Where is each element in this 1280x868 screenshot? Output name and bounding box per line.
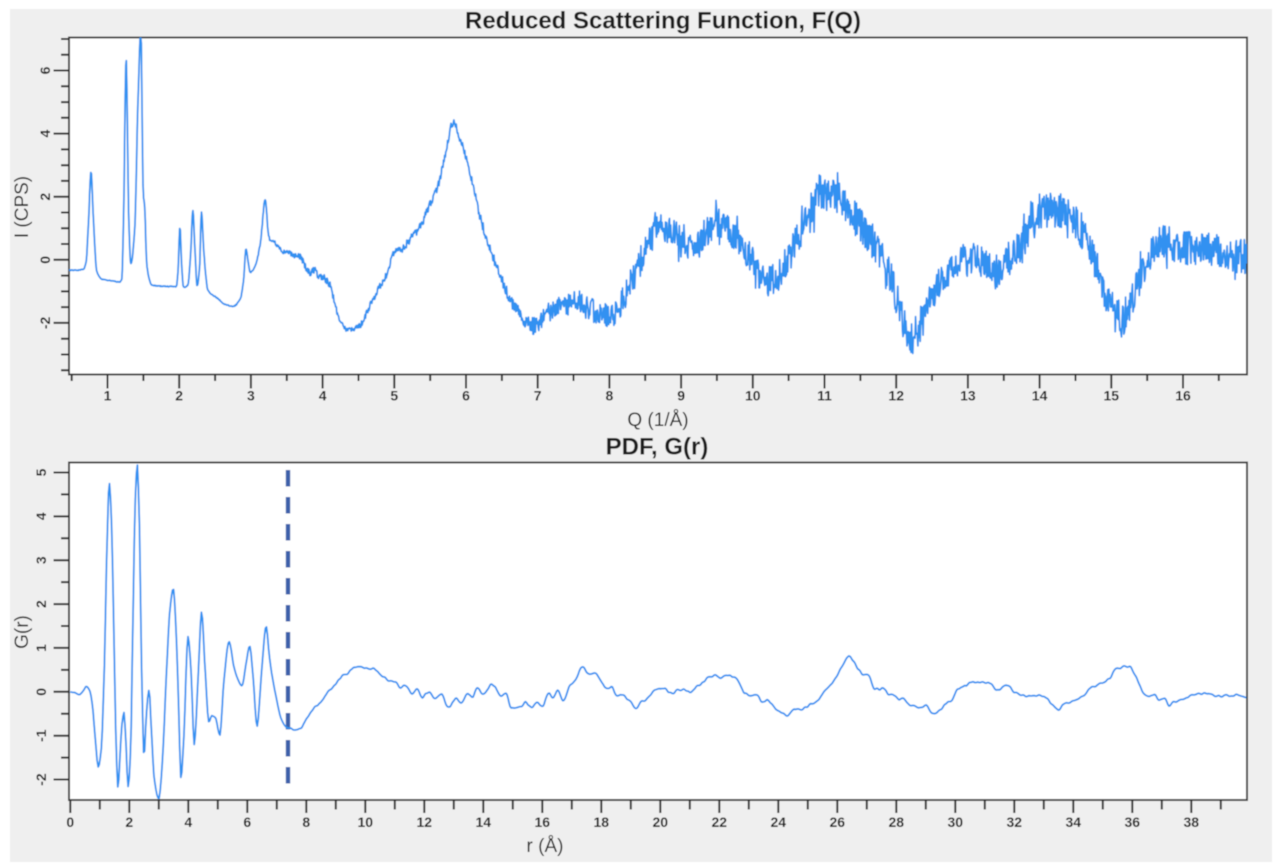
- svg-text:24: 24: [771, 814, 787, 830]
- svg-text:28: 28: [889, 814, 905, 830]
- svg-text:3: 3: [247, 388, 255, 404]
- svg-text:2: 2: [33, 600, 49, 608]
- svg-text:18: 18: [594, 814, 610, 830]
- svg-text:16: 16: [1175, 388, 1191, 404]
- svg-text:5: 5: [390, 388, 398, 404]
- svg-text:4: 4: [33, 512, 49, 520]
- svg-text:32: 32: [1007, 814, 1023, 830]
- svg-text:-2: -2: [37, 316, 53, 329]
- svg-text:12: 12: [888, 388, 904, 404]
- svg-text:10: 10: [358, 814, 374, 830]
- svg-text:-1: -1: [33, 729, 49, 742]
- svg-text:r (Å): r (Å): [527, 836, 564, 857]
- svg-text:6: 6: [462, 388, 470, 404]
- svg-text:0: 0: [33, 688, 49, 696]
- svg-text:2: 2: [125, 814, 133, 830]
- svg-text:Q (1/Å): Q (1/Å): [627, 410, 688, 431]
- svg-text:PDF, G(r): PDF, G(r): [606, 434, 709, 461]
- svg-text:15: 15: [1104, 388, 1120, 404]
- svg-text:26: 26: [830, 814, 846, 830]
- svg-text:3: 3: [33, 556, 49, 564]
- svg-text:1: 1: [33, 644, 49, 652]
- svg-text:I (CPS): I (CPS): [12, 176, 33, 238]
- svg-text:0: 0: [37, 256, 53, 264]
- svg-text:4: 4: [37, 129, 53, 137]
- svg-text:2: 2: [37, 193, 53, 201]
- svg-text:30: 30: [948, 814, 964, 830]
- svg-text:8: 8: [302, 814, 310, 830]
- svg-text:5: 5: [33, 468, 49, 476]
- svg-text:1: 1: [104, 388, 112, 404]
- svg-text:13: 13: [960, 388, 976, 404]
- svg-text:6: 6: [243, 814, 251, 830]
- svg-text:12: 12: [417, 814, 433, 830]
- svg-text:16: 16: [535, 814, 551, 830]
- svg-text:0: 0: [66, 814, 74, 830]
- svg-text:G(r): G(r): [12, 615, 33, 649]
- svg-text:7: 7: [534, 388, 542, 404]
- svg-text:4: 4: [319, 388, 327, 404]
- svg-text:22: 22: [712, 814, 728, 830]
- svg-text:14: 14: [1032, 388, 1048, 404]
- svg-text:9: 9: [677, 388, 685, 404]
- svg-text:38: 38: [1184, 814, 1200, 830]
- svg-text:11: 11: [817, 388, 832, 404]
- svg-text:4: 4: [184, 814, 192, 830]
- svg-text:36: 36: [1125, 814, 1141, 830]
- svg-text:8: 8: [606, 388, 614, 404]
- svg-text:Reduced Scattering Function, F: Reduced Scattering Function, F(Q): [465, 8, 861, 35]
- svg-text:2: 2: [175, 388, 183, 404]
- svg-text:20: 20: [653, 814, 669, 830]
- svg-text:-2: -2: [33, 773, 49, 786]
- svg-text:14: 14: [476, 814, 492, 830]
- svg-text:6: 6: [37, 66, 53, 74]
- svg-text:34: 34: [1066, 814, 1082, 830]
- svg-text:10: 10: [745, 388, 761, 404]
